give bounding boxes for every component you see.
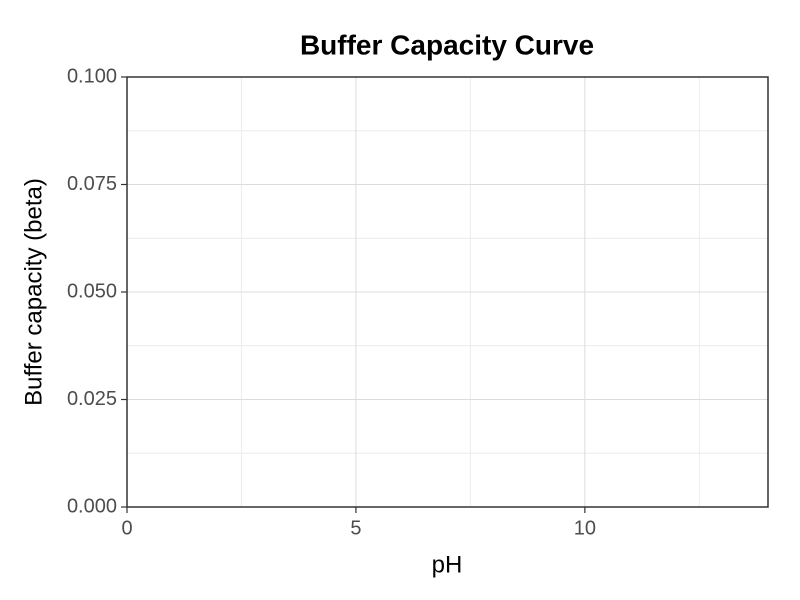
plot-border	[126, 76, 769, 508]
y-axis-label: Buffer capacity (beta)	[20, 178, 47, 406]
x-tick-label: 5	[350, 517, 361, 539]
chart-title: Buffer Capacity Curve	[300, 29, 594, 60]
y-tick-label: 0.025	[67, 388, 117, 410]
x-axis-label: pH	[432, 551, 463, 578]
y-tick-label: 0.100	[67, 65, 117, 87]
x-tick-label: 10	[574, 517, 596, 539]
y-tick-label: 0.000	[67, 495, 117, 517]
y-tick-label: 0.050	[67, 280, 117, 302]
x-tick-label: 0	[121, 517, 132, 539]
y-tick-label: 0.075	[67, 173, 117, 195]
